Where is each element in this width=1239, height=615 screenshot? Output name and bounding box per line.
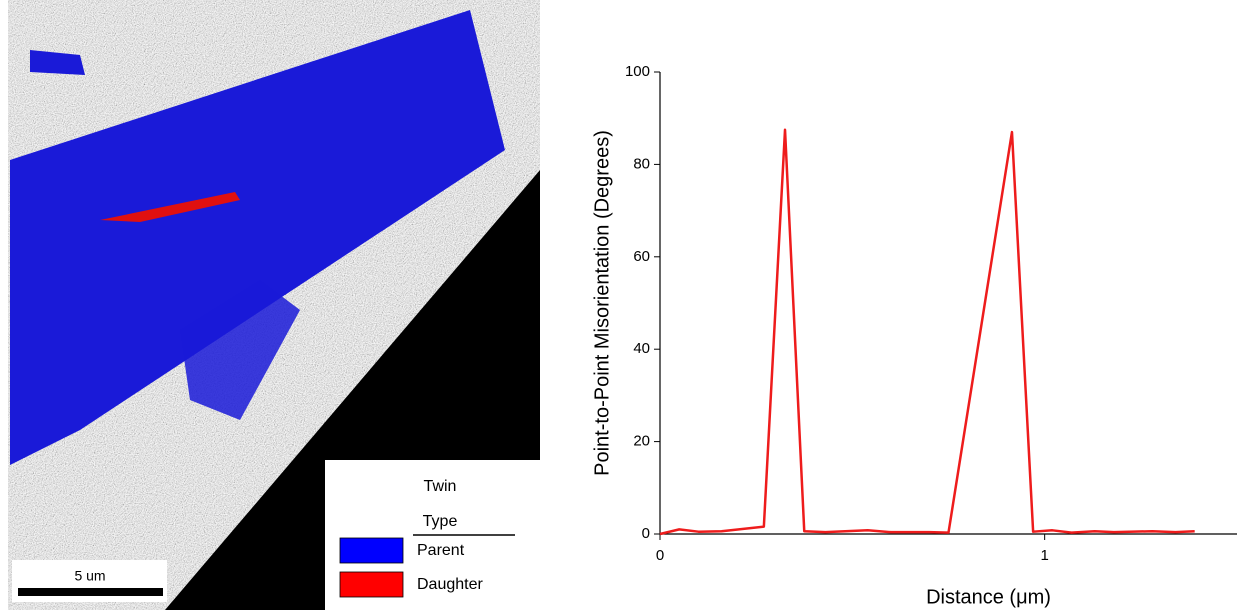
y-tick-label: 80 xyxy=(633,155,650,172)
y-axis-label: Point-to-Point Misorientation (Degrees) xyxy=(591,130,613,476)
legend-label: Parent xyxy=(417,542,465,559)
y-tick-label: 0 xyxy=(642,525,650,542)
parent-region xyxy=(30,50,85,75)
legend-swatch xyxy=(339,537,404,564)
y-tick-label: 20 xyxy=(633,433,650,450)
parent-region xyxy=(10,10,505,465)
legend: Parent Daughter xyxy=(339,537,483,598)
ebsd-map: Twin Type 5 um xyxy=(8,0,540,610)
scale-bar xyxy=(18,588,163,596)
x-axis-label: Distance (μm) xyxy=(926,586,1051,608)
y-tick-label: 40 xyxy=(633,340,650,357)
legend-swatch xyxy=(339,571,404,598)
parent-region xyxy=(180,280,300,420)
scale-bar-label: 5 um xyxy=(74,568,105,584)
legend-title: Type xyxy=(423,513,458,530)
background xyxy=(165,170,540,610)
daughter-region xyxy=(100,192,240,222)
legend-title: Twin xyxy=(424,478,457,495)
line-series xyxy=(659,128,1195,536)
y-tick-label: 60 xyxy=(633,248,650,265)
legend-label: Daughter xyxy=(417,576,483,593)
chart: 0 20 40 60 80 100 0 1 Distance (μm) Point-to-Poin… xyxy=(591,63,1237,608)
y-tick-label: 100 xyxy=(625,63,650,80)
x-tick-label: 0 xyxy=(656,547,664,564)
x-tick-label: 1 xyxy=(1040,547,1048,564)
